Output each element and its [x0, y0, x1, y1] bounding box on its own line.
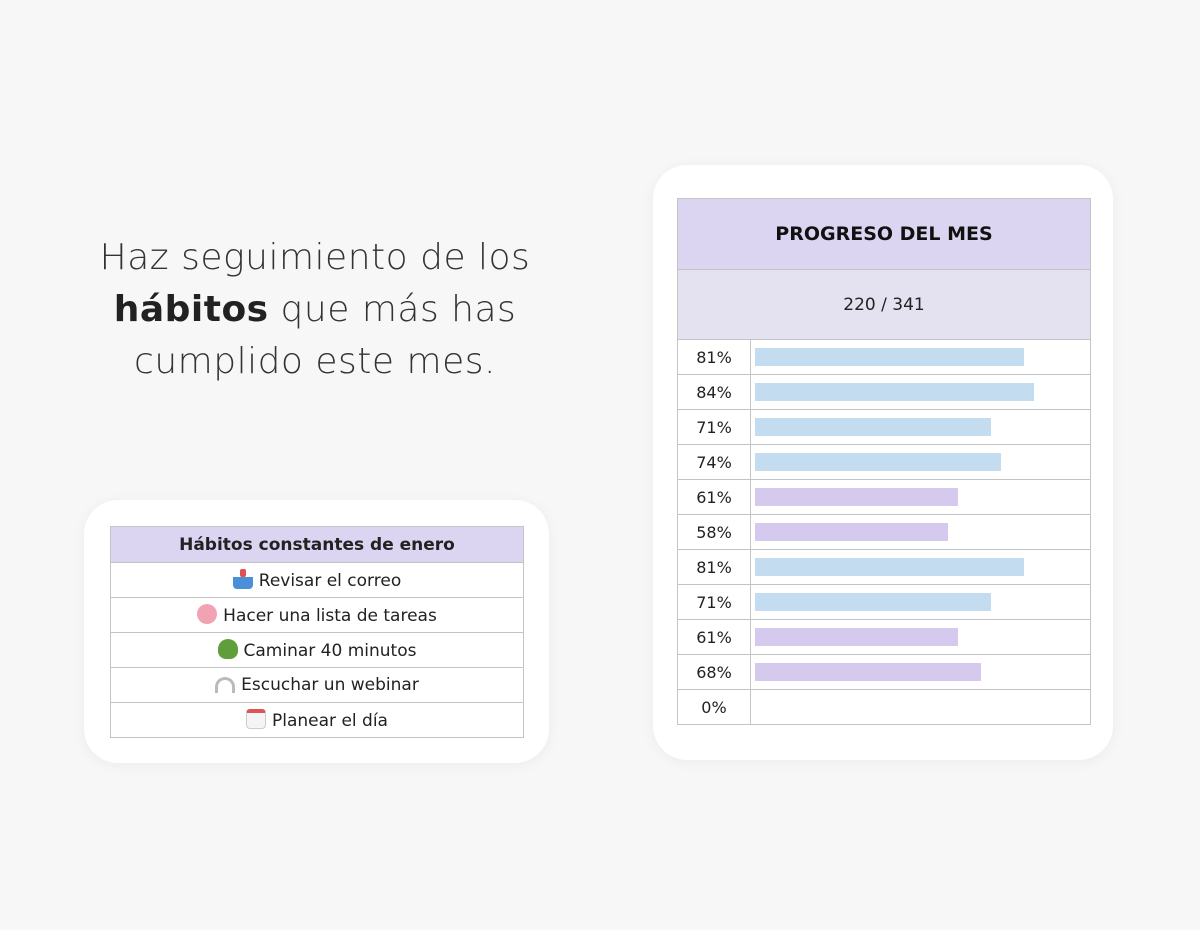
habits-title: Hábitos constantes de enero: [110, 526, 524, 563]
headline-line-2: hábitos que más has: [60, 284, 570, 336]
progress-row: 74%: [677, 444, 1091, 480]
progress-percent: 61%: [677, 619, 751, 655]
habit-cell: Caminar 40 minutos: [110, 632, 524, 668]
progress-row: 58%: [677, 514, 1091, 550]
habit-cell: Revisar el correo: [110, 562, 524, 598]
progress-bar-cell: [750, 619, 1091, 655]
progress-count: 220 / 341: [677, 269, 1091, 340]
headline-line-3: cumplido este mes.: [134, 341, 496, 382]
progress-percent: 71%: [677, 409, 751, 445]
progress-row: 61%: [677, 479, 1091, 515]
progress-title: PROGRESO DEL MES: [677, 198, 1091, 270]
progress-row: 71%: [677, 409, 1091, 445]
progress-row: 84%: [677, 374, 1091, 410]
progress-table: PROGRESO DEL MES 220 / 341 81% 84% 71% 74% 6…: [677, 198, 1091, 725]
progress-bar: [755, 488, 958, 506]
progress-bar: [755, 418, 991, 436]
habit-row: Caminar 40 minutos: [110, 632, 524, 668]
progress-bar: [755, 593, 991, 611]
habits-table: Hábitos constantes de enero Revisar el c…: [110, 526, 524, 738]
habit-row: Revisar el correo: [110, 562, 524, 598]
progress-bar: [755, 523, 948, 541]
progress-percent: 81%: [677, 339, 751, 375]
habits-card: Hábitos constantes de enero Revisar el c…: [84, 500, 549, 763]
inbox-tray-icon: [232, 569, 253, 589]
progress-bar: [755, 558, 1024, 576]
progress-bar: [755, 628, 958, 646]
tree-icon: [217, 639, 238, 659]
progress-bar-cell: [750, 444, 1091, 480]
progress-row: 81%: [677, 549, 1091, 585]
habit-cell: Planear el día: [110, 702, 524, 738]
calendar-icon: [246, 709, 267, 729]
habit-row: Hacer una lista de tareas: [110, 597, 524, 633]
habit-label: Planear el día: [272, 711, 388, 731]
habit-cell: Escuchar un webinar: [110, 667, 524, 703]
progress-bar-cell: [750, 374, 1091, 410]
progress-bar: [755, 663, 981, 681]
progress-bar-cell: [750, 689, 1091, 725]
progress-percent: 84%: [677, 374, 751, 410]
progress-percent: 58%: [677, 514, 751, 550]
progress-bar-cell: [750, 409, 1091, 445]
progress-bar-cell: [750, 549, 1091, 585]
progress-percent: 0%: [677, 689, 751, 725]
progress-percent: 71%: [677, 584, 751, 620]
habit-label: Escuchar un webinar: [241, 675, 419, 695]
habit-row: Planear el día: [110, 702, 524, 738]
progress-bar-cell: [750, 654, 1091, 690]
habit-label: Caminar 40 minutos: [243, 641, 417, 661]
habit-label: Hacer una lista de tareas: [223, 606, 437, 626]
habit-cell: Hacer una lista de tareas: [110, 597, 524, 633]
progress-bar: [755, 383, 1034, 401]
headphones-icon: [215, 677, 236, 693]
headline-line-1: Haz seguimiento de los: [99, 237, 531, 278]
progress-bar: [755, 348, 1024, 366]
progress-row: 61%: [677, 619, 1091, 655]
progress-percent: 61%: [677, 479, 751, 515]
headline: Haz seguimiento de los hábitos que más h…: [60, 232, 570, 388]
progress-bar-cell: [750, 584, 1091, 620]
headline-line-2-rest: que más has: [268, 289, 517, 330]
progress-percent: 68%: [677, 654, 751, 690]
progress-bar-cell: [750, 339, 1091, 375]
habit-label: Revisar el correo: [258, 571, 402, 591]
progress-bar-cell: [750, 479, 1091, 515]
progress-percent: 74%: [677, 444, 751, 480]
habit-row: Escuchar un webinar: [110, 667, 524, 703]
headline-bold: hábitos: [113, 289, 269, 330]
progress-row: 0%: [677, 689, 1091, 725]
progress-percent: 81%: [677, 549, 751, 585]
brain-icon: [197, 604, 218, 624]
progress-row: 81%: [677, 339, 1091, 375]
progress-card: PROGRESO DEL MES 220 / 341 81% 84% 71% 74% 6…: [653, 165, 1113, 760]
progress-bar: [755, 453, 1001, 471]
progress-bar-cell: [750, 514, 1091, 550]
progress-row: 71%: [677, 584, 1091, 620]
progress-row: 68%: [677, 654, 1091, 690]
